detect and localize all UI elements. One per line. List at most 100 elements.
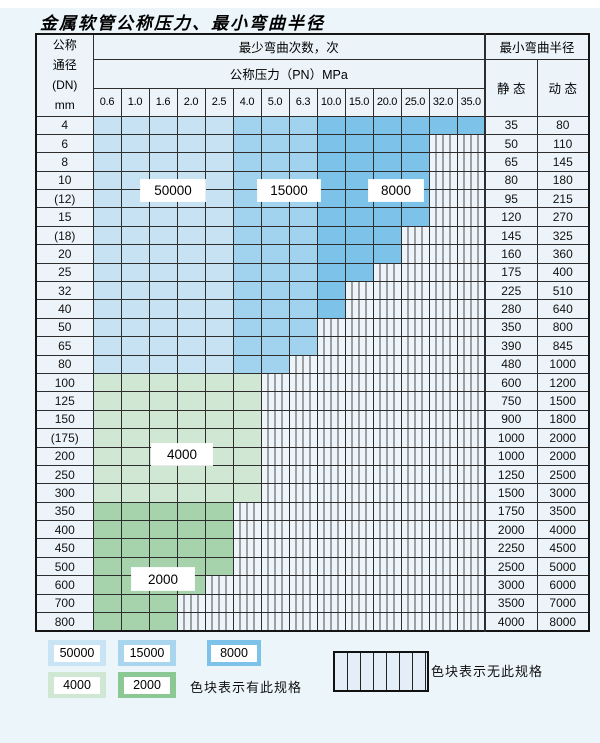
spec-cell — [92, 446, 122, 466]
dynamic-radius-cell: 145 — [536, 152, 590, 172]
spec-cell — [148, 317, 178, 338]
spec-cell — [176, 464, 206, 485]
static-radius-cell: 390 — [484, 336, 538, 356]
spec-cell — [232, 244, 262, 264]
dn-cell: 200 — [35, 446, 94, 466]
no-spec-cell — [316, 501, 346, 522]
spec-cell — [176, 244, 206, 264]
no-spec-cell — [456, 207, 486, 227]
spec-cell — [92, 152, 122, 172]
static-radius-cell: 4000 — [484, 612, 538, 632]
no-spec-cell — [428, 354, 458, 374]
table-row-dn-150: 150 900 1800 — [35, 409, 590, 430]
spec-cell — [232, 317, 262, 338]
no-spec-cell — [372, 391, 402, 411]
spec-cell — [204, 409, 234, 430]
spec-cell — [232, 225, 262, 246]
static-radius-cell: 80 — [484, 170, 538, 191]
spec-cell — [92, 317, 122, 338]
spec-cell — [232, 207, 262, 227]
no-spec-cell — [260, 372, 290, 393]
dn-cell: 10 — [35, 170, 94, 191]
no-spec-cell — [316, 446, 346, 466]
dn-cell: 32 — [35, 281, 94, 301]
dn-cell: 100 — [35, 372, 94, 393]
no-spec-cell — [204, 575, 234, 595]
spec-cell — [176, 520, 206, 540]
table-row-dn-4: 4 35 80 — [35, 115, 590, 135]
spec-cell — [204, 354, 234, 374]
static-radius-cell: 3000 — [484, 575, 538, 595]
no-spec-cell — [400, 336, 430, 356]
spec-cell — [148, 354, 178, 374]
spec-cell — [400, 152, 430, 172]
bend-cycles-header: 最少弯曲次数，次 — [92, 33, 486, 60]
pressure-column-header-20.0: 20.0 — [372, 87, 402, 117]
no-spec-cell — [288, 446, 318, 466]
no-spec-cell — [288, 483, 318, 503]
spec-cell — [316, 207, 346, 227]
no-spec-cell — [232, 575, 262, 595]
dn-cell: 400 — [35, 520, 94, 540]
spec-cell — [232, 483, 262, 503]
spec-cell — [204, 372, 234, 393]
static-radius-cell: 480 — [484, 354, 538, 374]
no-spec-cell — [400, 409, 430, 430]
spec-cell — [288, 336, 318, 356]
dynamic-radius-cell: 5000 — [536, 556, 590, 577]
static-radius-cell: 900 — [484, 409, 538, 430]
no-spec-cell — [344, 464, 374, 485]
no-spec-cell — [428, 317, 458, 338]
table-row-dn-400: 400 2000 4000 — [35, 520, 590, 540]
spec-cell — [148, 538, 178, 558]
dynamic-radius-cell: 4000 — [536, 520, 590, 540]
spec-cell — [204, 281, 234, 301]
spec-cell — [372, 115, 402, 135]
no-spec-cell — [288, 612, 318, 632]
spec-cell — [120, 428, 150, 448]
spec-cell — [148, 207, 178, 227]
static-radius-cell: 350 — [484, 317, 538, 338]
no-spec-cell — [316, 354, 346, 374]
spec-cell — [232, 281, 262, 301]
spec-cell — [120, 483, 150, 503]
spec-cell — [92, 391, 122, 411]
spec-cell — [148, 299, 178, 319]
legend-no-spec-text: 色块表示无此规格 — [431, 664, 544, 679]
spec-cell — [92, 336, 122, 356]
spec-cell — [204, 501, 234, 522]
spec-cell — [120, 244, 150, 264]
no-spec-cell — [456, 575, 486, 595]
dynamic-radius-cell: 400 — [536, 262, 590, 283]
no-spec-cell — [372, 538, 402, 558]
spec-cell — [204, 556, 234, 577]
legend-swatch-label: 15000 — [124, 644, 170, 662]
spec-cell — [92, 556, 122, 577]
no-spec-cell — [344, 538, 374, 558]
no-spec-cell — [316, 538, 346, 558]
pressure-column-header-5.0: 5.0 — [260, 87, 290, 117]
spec-cell — [204, 115, 234, 135]
dn-cell: 80 — [35, 354, 94, 374]
spec-cell — [120, 464, 150, 485]
no-spec-cell — [372, 281, 402, 301]
spec-cell — [400, 115, 430, 135]
spec-cell — [344, 207, 374, 227]
spec-cell — [120, 133, 150, 154]
spec-cell — [92, 207, 122, 227]
no-spec-cell — [428, 299, 458, 319]
spec-cell — [456, 115, 486, 135]
no-spec-cell — [400, 299, 430, 319]
no-spec-cell — [288, 372, 318, 393]
no-spec-cell — [260, 501, 290, 522]
dynamic-radius-cell: 360 — [536, 244, 590, 264]
no-spec-cell — [428, 170, 458, 191]
static-radius-cell: 225 — [484, 281, 538, 301]
no-spec-cell — [456, 299, 486, 319]
no-spec-cell — [372, 428, 402, 448]
pressure-column-header-25.0: 25.0 — [400, 87, 430, 117]
dynamic-radius-cell: 2000 — [536, 428, 590, 448]
spec-cell — [120, 372, 150, 393]
spec-cell — [204, 244, 234, 264]
no-spec-cell — [456, 281, 486, 301]
